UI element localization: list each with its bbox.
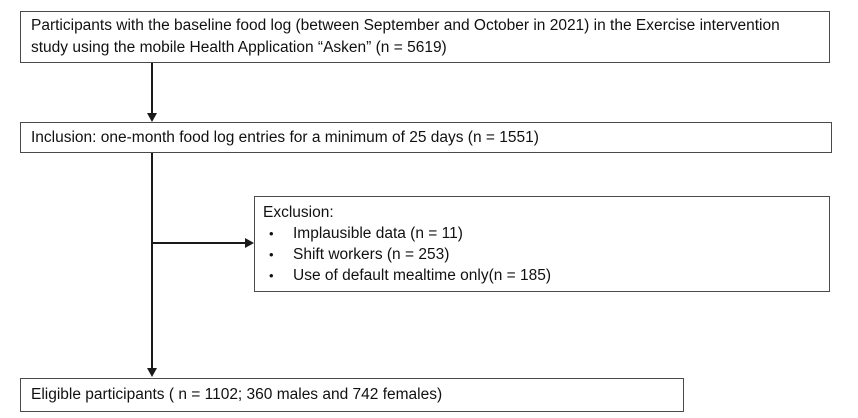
arrowhead-down-icon xyxy=(147,113,157,122)
population-box: Participants with the baseline food log … xyxy=(20,11,830,63)
exclusion-item-text: Shift workers (n = 253) xyxy=(293,246,450,263)
exclusion-box-heading: Exclusion: xyxy=(263,204,334,221)
exclusion-item: • Shift workers (n = 253) xyxy=(263,244,821,265)
arrowhead-right-icon xyxy=(245,238,254,248)
bullet-icon: • xyxy=(269,226,274,241)
inclusion-box: Inclusion: one-month food log entries fo… xyxy=(20,122,832,153)
population-box-text: Participants with the baseline food log … xyxy=(31,17,780,56)
arrow-line xyxy=(151,63,153,114)
arrow-line xyxy=(151,153,153,369)
exclusion-box: Exclusion: • Implausible data (n = 11) •… xyxy=(254,196,830,292)
arrow-line xyxy=(151,242,245,244)
exclusion-item: • Use of default mealtime only(n = 185) xyxy=(263,265,821,286)
exclusion-item-text: Implausible data (n = 11) xyxy=(293,225,463,242)
bullet-icon: • xyxy=(269,268,274,283)
exclusion-item-text: Use of default mealtime only(n = 185) xyxy=(293,267,552,284)
eligible-box-text: Eligible participants ( n = 1102; 360 ma… xyxy=(31,386,443,403)
inclusion-box-text: Inclusion: one-month food log entries fo… xyxy=(31,128,539,146)
exclusion-item: • Implausible data (n = 11) xyxy=(263,223,821,244)
bullet-icon: • xyxy=(269,247,274,262)
arrowhead-down-icon xyxy=(147,368,157,377)
eligible-box: Eligible participants ( n = 1102; 360 ma… xyxy=(20,378,684,412)
